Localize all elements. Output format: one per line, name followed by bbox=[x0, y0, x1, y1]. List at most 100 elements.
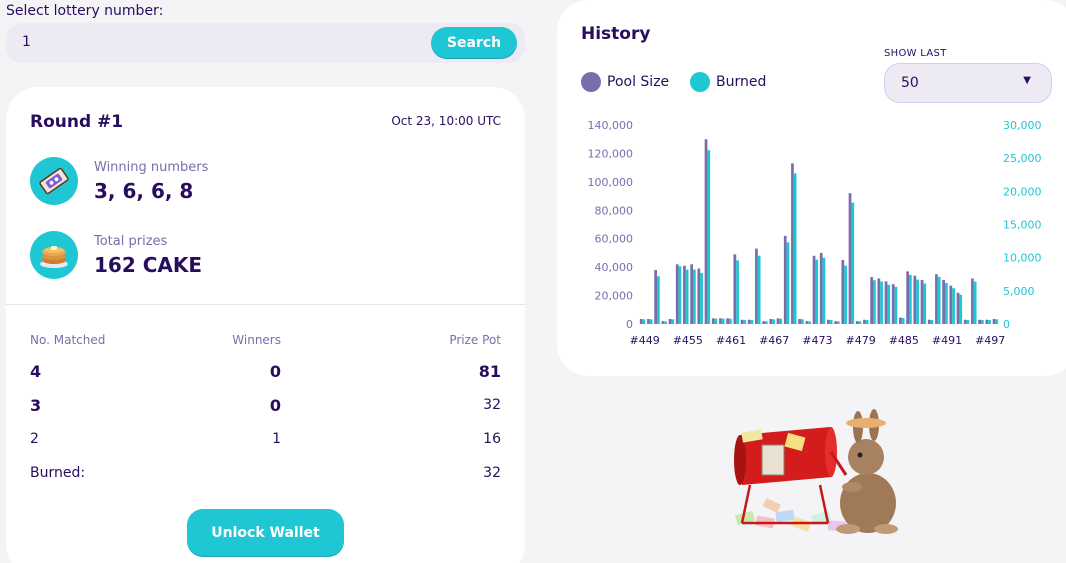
burned-bar bbox=[693, 269, 696, 324]
pool-size-bar bbox=[855, 321, 859, 324]
legend-burned-dot bbox=[690, 72, 710, 92]
pool-size-bar bbox=[783, 235, 787, 324]
pool-size-bar bbox=[920, 279, 924, 324]
burned-bar bbox=[822, 257, 826, 324]
show-last-select[interactable]: 50 ▼ bbox=[884, 63, 1052, 103]
y-right-tick-label: 30,000 bbox=[1003, 119, 1042, 132]
pool-size-bar bbox=[755, 248, 758, 324]
history-chart: 0 20,000 40,000 60,000 80,000 100,000 120,000 1… bbox=[588, 119, 1042, 347]
burned-bar bbox=[880, 281, 883, 324]
pool-size-bar bbox=[654, 269, 657, 324]
y-left-tick-label: 40,000 bbox=[595, 261, 634, 274]
burned-bar bbox=[829, 320, 833, 324]
y-left-tick-label: 80,000 bbox=[595, 204, 634, 217]
pool-size-bar bbox=[747, 319, 751, 324]
pool-size-bar bbox=[978, 319, 981, 324]
burned-bar bbox=[909, 274, 912, 324]
total-prizes-label: Total prizes bbox=[94, 234, 168, 249]
round-title: Round #1 bbox=[30, 112, 124, 132]
lottery-drum bbox=[734, 427, 848, 525]
unlock-wallet-button[interactable]: Unlock Wallet bbox=[187, 509, 344, 557]
x-tick-label: #497 bbox=[975, 334, 1005, 347]
pool-size-bar bbox=[942, 279, 945, 324]
pool-size-bar bbox=[985, 319, 989, 324]
pool-size-bar bbox=[704, 139, 708, 324]
y-right-tick-label: 15,000 bbox=[1003, 219, 1042, 232]
row-2-pot: 16 bbox=[483, 431, 501, 447]
pool-size-bar bbox=[812, 255, 816, 324]
y-left-tick-label: 100,000 bbox=[588, 176, 634, 189]
pool-size-bar bbox=[863, 319, 866, 324]
burned-bar bbox=[642, 319, 646, 324]
burned-label: Burned: bbox=[30, 465, 86, 481]
pool-size-bar bbox=[683, 265, 686, 324]
ticket-icon bbox=[30, 157, 78, 205]
search-box[interactable]: 1 Search bbox=[6, 23, 525, 63]
burned-bar bbox=[779, 318, 783, 324]
pool-size-bar bbox=[661, 321, 665, 324]
search-label: Select lottery number: bbox=[6, 3, 164, 19]
burned-bar bbox=[873, 280, 876, 324]
burned-bar bbox=[959, 294, 963, 324]
pool-size-bar bbox=[776, 318, 780, 324]
pool-size-bar bbox=[769, 319, 773, 324]
total-prizes: 162 CAKE bbox=[94, 253, 203, 277]
burned-bar bbox=[649, 319, 653, 324]
burned-bar bbox=[952, 288, 955, 324]
pool-size-bar bbox=[927, 319, 931, 324]
row-3-pot: 32 bbox=[483, 397, 501, 413]
pool-size-bar bbox=[639, 319, 643, 324]
burned-bar bbox=[664, 321, 667, 324]
pool-size-bar bbox=[733, 254, 737, 324]
pool-size-bar bbox=[827, 319, 830, 324]
history-title: History bbox=[581, 24, 651, 44]
pool-size-bar bbox=[949, 285, 953, 324]
pool-size-bar bbox=[935, 274, 938, 324]
burned-bar bbox=[757, 255, 761, 324]
row-3-winners: 0 bbox=[269, 396, 281, 415]
pancake-icon bbox=[30, 231, 78, 279]
burned-bar bbox=[671, 319, 675, 324]
search-button[interactable]: Search bbox=[431, 27, 517, 59]
burned-bar bbox=[707, 150, 711, 324]
winning-numbers: 3, 6, 6, 8 bbox=[94, 179, 194, 203]
burned-bar bbox=[714, 318, 718, 324]
burned-bar bbox=[815, 259, 819, 324]
pool-size-bar bbox=[877, 278, 881, 324]
burned-bar bbox=[844, 265, 847, 324]
pool-size-bar bbox=[697, 268, 701, 324]
pool-size-bar bbox=[870, 277, 873, 324]
burned-bar bbox=[923, 283, 927, 324]
y-right-tick-label: 5,000 bbox=[1003, 285, 1035, 298]
pool-size-bar bbox=[791, 163, 794, 324]
burned-bar bbox=[995, 319, 999, 324]
burned-bar bbox=[750, 320, 754, 324]
burned-bar bbox=[743, 320, 747, 324]
bunny-lottery-illustration bbox=[728, 405, 908, 540]
pool-size-bar bbox=[841, 260, 845, 324]
header-winners: Winners bbox=[232, 333, 281, 347]
x-tick-label: #485 bbox=[889, 334, 919, 347]
pool-size-bar bbox=[971, 278, 974, 324]
pool-size-bar bbox=[992, 319, 996, 324]
legend-burned: Burned bbox=[690, 72, 766, 92]
pool-size-bar bbox=[913, 275, 917, 324]
pool-size-bar bbox=[726, 318, 729, 324]
pool-size-bar bbox=[675, 264, 679, 324]
search-input[interactable]: 1 bbox=[22, 34, 31, 50]
y-right-tick-label: 20,000 bbox=[1003, 185, 1042, 198]
burned-bar bbox=[937, 276, 941, 324]
x-tick-label: #449 bbox=[629, 334, 659, 347]
y-left-tick-label: 20,000 bbox=[595, 290, 634, 303]
pool-size-bar bbox=[899, 317, 902, 324]
pool-size-bar bbox=[884, 281, 888, 324]
burned-bar bbox=[837, 321, 840, 324]
row-4-matched: 4 bbox=[30, 362, 42, 381]
burned-bar bbox=[930, 320, 934, 324]
round-card: Round #1 Oct 23, 10:00 UTC Winning numbe… bbox=[6, 87, 525, 563]
burned-bar bbox=[916, 279, 919, 324]
y-left-tick-label: 0 bbox=[626, 318, 633, 331]
pool-size-bar bbox=[719, 318, 722, 324]
burned-bar bbox=[721, 318, 725, 324]
show-last-value: 50 bbox=[901, 75, 919, 91]
